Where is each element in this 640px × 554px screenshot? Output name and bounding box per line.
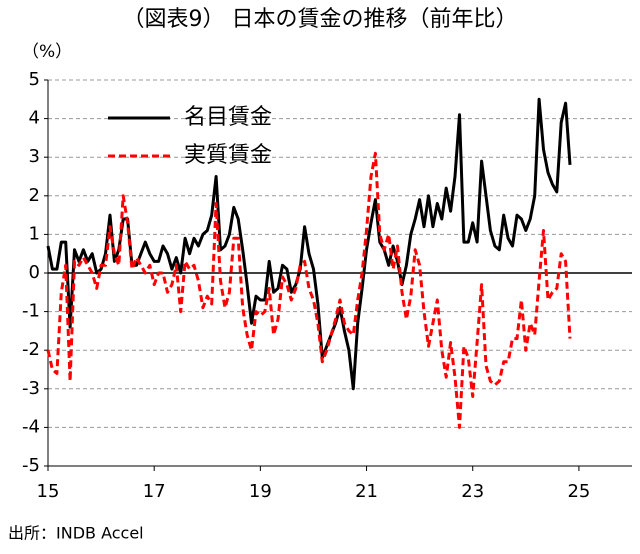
- x-tick-label: 21: [355, 481, 378, 502]
- y-tick-label: 1: [29, 223, 40, 244]
- y-tick-label: 4: [29, 108, 40, 129]
- y-tick-label: 3: [29, 146, 40, 167]
- x-tick-label: 17: [143, 481, 166, 502]
- y-tick-label: 0: [29, 262, 40, 283]
- y-tick-label: -2: [22, 339, 40, 360]
- x-tick-label: 19: [249, 481, 272, 502]
- y-tick-label: 5: [29, 69, 40, 90]
- legend-label: 名目賃金: [184, 105, 272, 130]
- y-tick-label: -3: [22, 378, 40, 399]
- chart-title: （図表9） 日本の賃金の推移（前年比）: [123, 7, 518, 32]
- series-line: [46, 97, 572, 391]
- y-tick-label: -4: [22, 416, 40, 437]
- x-tick-label: 15: [37, 481, 60, 502]
- x-tick-label: 25: [567, 481, 590, 502]
- y-tick-label: -5: [22, 455, 40, 476]
- unit-label: （%）: [22, 42, 72, 62]
- series-line: [46, 151, 572, 429]
- source: 出所：INDB Accel: [8, 524, 144, 543]
- x-tick-label: 23: [461, 481, 484, 502]
- y-tick-label: -1: [22, 301, 40, 322]
- legend-label: 実質賃金: [184, 143, 272, 168]
- y-tick-label: 2: [29, 185, 40, 206]
